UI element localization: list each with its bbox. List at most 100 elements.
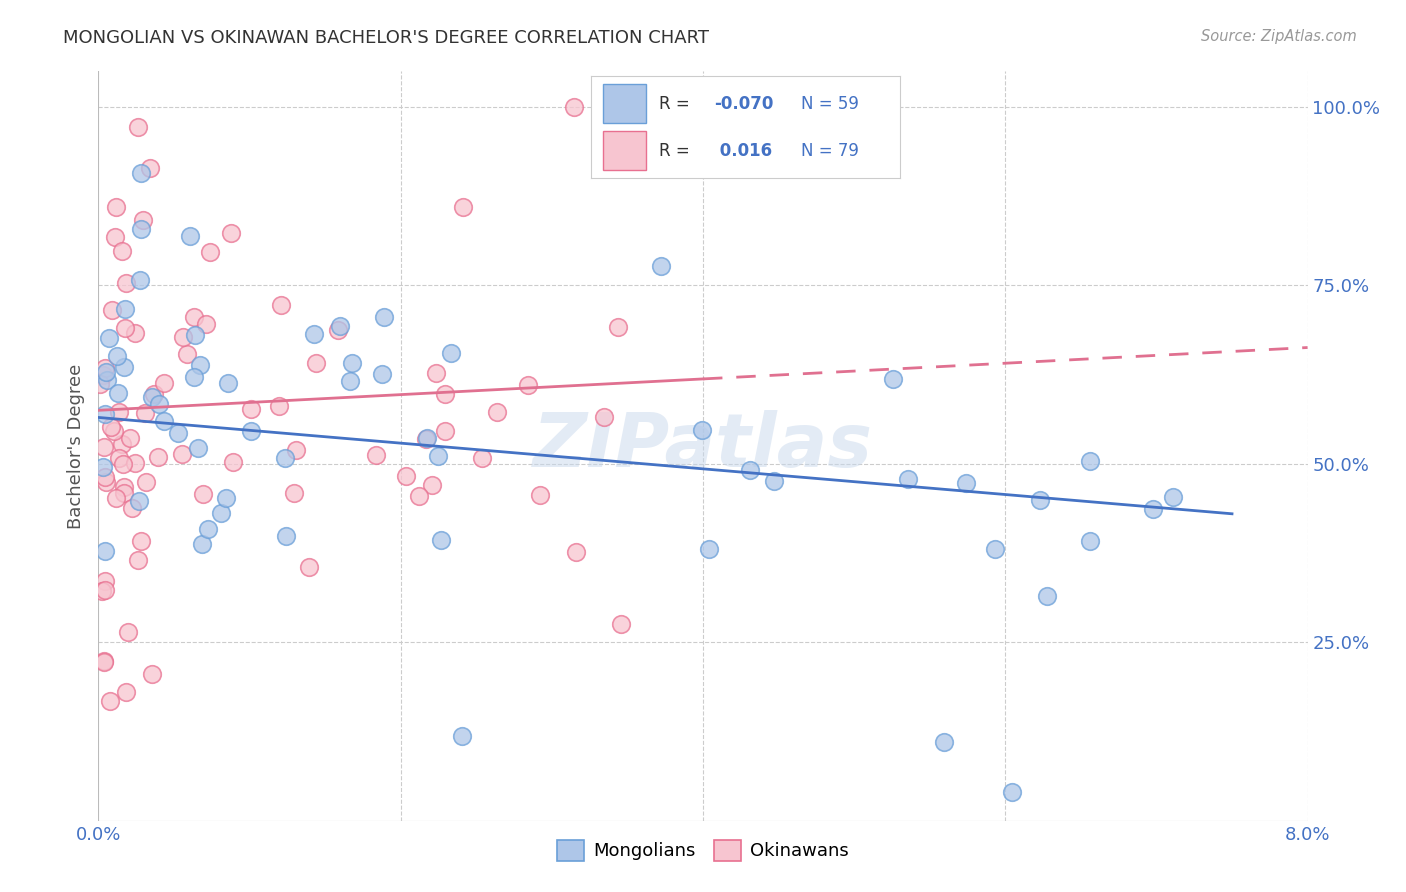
Point <box>94 574 117 589</box>
Point <box>217 376 239 391</box>
Point <box>690 423 713 437</box>
Point <box>118 431 141 445</box>
Point <box>188 358 211 372</box>
Bar <box>603 131 647 170</box>
Point <box>592 409 614 424</box>
Point <box>1078 454 1101 468</box>
Point <box>209 506 232 520</box>
Point <box>222 455 245 469</box>
Text: MONGOLIAN VS OKINAWAN BACHELOR'S DEGREE CORRELATION CHART: MONGOLIAN VS OKINAWAN BACHELOR'S DEGREE … <box>63 29 709 46</box>
Point <box>184 327 207 342</box>
Point <box>103 424 125 438</box>
Point <box>565 545 588 559</box>
Point <box>94 407 117 421</box>
Point <box>329 318 352 333</box>
Point <box>100 419 122 434</box>
Point <box>96 373 118 387</box>
Point <box>121 500 143 515</box>
Point <box>124 326 146 340</box>
Point <box>440 346 463 360</box>
Point <box>340 356 363 370</box>
Point <box>240 424 263 438</box>
Point <box>517 378 540 392</box>
Point <box>90 584 112 599</box>
Point <box>129 533 152 548</box>
Point <box>141 390 163 404</box>
Point <box>101 303 124 318</box>
Point <box>94 475 117 489</box>
Point <box>1001 785 1024 799</box>
Point <box>529 487 551 501</box>
Point <box>105 491 128 505</box>
Point <box>416 431 439 445</box>
Point <box>198 244 221 259</box>
Point <box>1028 492 1050 507</box>
Point <box>117 625 139 640</box>
Point <box>983 541 1005 556</box>
Bar <box>603 84 647 123</box>
Text: Source: ZipAtlas.com: Source: ZipAtlas.com <box>1201 29 1357 44</box>
Point <box>91 460 114 475</box>
Point <box>111 244 134 259</box>
Point <box>91 368 114 383</box>
Point <box>274 450 297 465</box>
Point <box>955 475 977 490</box>
Point <box>187 441 209 455</box>
Point <box>305 355 328 369</box>
Point <box>1142 502 1164 516</box>
Point <box>107 386 129 401</box>
Point <box>373 310 395 324</box>
Point <box>112 359 135 374</box>
Point <box>215 491 238 505</box>
Point <box>127 120 149 134</box>
Point <box>108 451 131 466</box>
Point <box>153 376 176 390</box>
Point <box>471 451 494 466</box>
Point <box>486 405 509 419</box>
Point <box>283 486 305 500</box>
Point <box>143 386 166 401</box>
Point <box>298 560 321 574</box>
Point <box>183 310 205 324</box>
Point <box>129 166 152 180</box>
Point <box>195 317 218 331</box>
Point <box>132 212 155 227</box>
Point <box>193 487 215 501</box>
Point <box>114 321 136 335</box>
Legend: Mongolians, Okinawans: Mongolians, Okinawans <box>550 832 856 868</box>
Point <box>114 685 136 699</box>
Text: 0.016: 0.016 <box>714 142 772 160</box>
Point <box>111 437 134 451</box>
Point <box>285 443 308 458</box>
Point <box>94 361 117 376</box>
Point <box>395 468 418 483</box>
Point <box>179 229 201 244</box>
Point <box>128 493 150 508</box>
Point <box>934 735 956 749</box>
Point <box>89 377 111 392</box>
Point <box>167 425 190 440</box>
Point <box>191 537 214 551</box>
Point <box>105 349 128 363</box>
Point <box>153 414 176 428</box>
Point <box>135 475 157 489</box>
Point <box>882 372 904 386</box>
Point <box>107 405 129 419</box>
Point <box>129 221 152 235</box>
Point <box>762 474 785 488</box>
Point <box>197 522 219 536</box>
Point <box>93 655 115 669</box>
Point <box>267 399 290 413</box>
Point <box>127 553 149 567</box>
Point <box>93 440 115 454</box>
Point <box>270 298 292 312</box>
Point <box>183 370 205 384</box>
Point <box>112 458 135 472</box>
Point <box>139 161 162 176</box>
Point <box>124 457 146 471</box>
Point <box>738 463 761 477</box>
Point <box>415 432 437 446</box>
Text: R =: R = <box>658 142 695 160</box>
Point <box>433 424 456 438</box>
Text: -0.070: -0.070 <box>714 95 773 112</box>
